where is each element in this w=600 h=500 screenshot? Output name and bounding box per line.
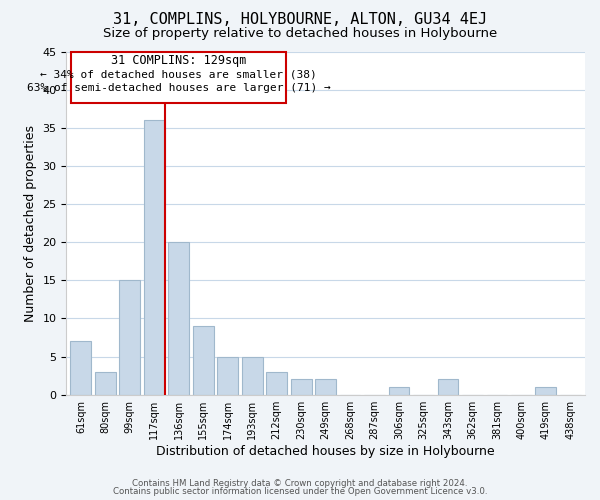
Bar — [315, 380, 336, 394]
Bar — [70, 342, 91, 394]
Bar — [389, 387, 409, 394]
Bar — [193, 326, 214, 394]
Text: 31, COMPLINS, HOLYBOURNE, ALTON, GU34 4EJ: 31, COMPLINS, HOLYBOURNE, ALTON, GU34 4E… — [113, 12, 487, 28]
Bar — [95, 372, 116, 394]
Bar — [437, 380, 458, 394]
Bar — [242, 356, 263, 395]
Bar — [119, 280, 140, 394]
Text: 31 COMPLINS: 129sqm: 31 COMPLINS: 129sqm — [111, 54, 246, 67]
X-axis label: Distribution of detached houses by size in Holybourne: Distribution of detached houses by size … — [156, 444, 495, 458]
Text: 63% of semi-detached houses are larger (71) →: 63% of semi-detached houses are larger (… — [26, 83, 331, 93]
Y-axis label: Number of detached properties: Number of detached properties — [24, 124, 37, 322]
Bar — [217, 356, 238, 395]
Bar — [266, 372, 287, 394]
Bar — [291, 380, 311, 394]
Text: Contains public sector information licensed under the Open Government Licence v3: Contains public sector information licen… — [113, 487, 487, 496]
Text: ← 34% of detached houses are smaller (38): ← 34% of detached houses are smaller (38… — [40, 70, 317, 80]
Text: Contains HM Land Registry data © Crown copyright and database right 2024.: Contains HM Land Registry data © Crown c… — [132, 478, 468, 488]
FancyBboxPatch shape — [71, 52, 286, 102]
Text: Size of property relative to detached houses in Holybourne: Size of property relative to detached ho… — [103, 28, 497, 40]
Bar — [169, 242, 189, 394]
Bar — [535, 387, 556, 394]
Bar — [144, 120, 164, 394]
